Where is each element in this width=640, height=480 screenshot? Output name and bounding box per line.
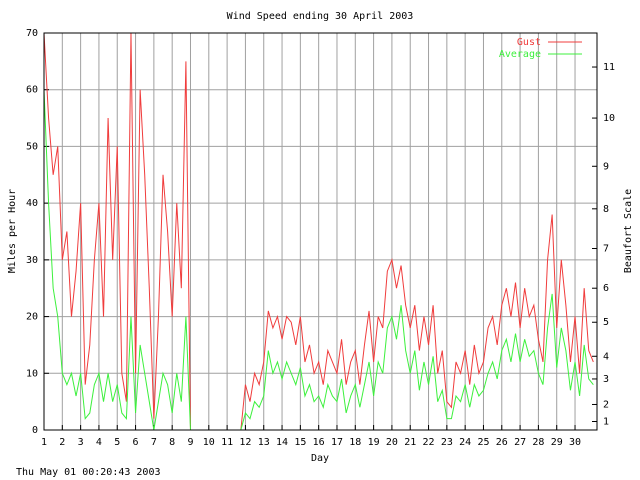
y-tick-label: 70: [26, 28, 38, 39]
x-tick-label: 9: [187, 437, 193, 448]
y2-tick-label: 1: [603, 416, 609, 427]
y-axis-label: Miles per Hour: [7, 189, 18, 273]
x-tick-label: 18: [349, 437, 361, 448]
series-line: [43, 32, 594, 431]
x-tick-label: 17: [331, 437, 343, 448]
y2-tick-label: 8: [603, 204, 609, 215]
x-tick-label: 28: [532, 437, 544, 448]
series-line: [43, 89, 594, 431]
y2-tick-label: 5: [603, 317, 609, 328]
x-tick-label: 25: [477, 437, 489, 448]
x-tick-label: 13: [258, 437, 270, 448]
x-tick-label: 12: [239, 437, 251, 448]
y-tick-label: 50: [26, 141, 38, 152]
x-tick-label: 26: [496, 437, 508, 448]
y2-tick-label: 9: [603, 161, 609, 172]
y2-tick-label: 10: [603, 113, 615, 124]
x-tick-label: 1: [41, 437, 47, 448]
y2-tick-label: 4: [603, 351, 609, 362]
legend-label: Average: [499, 49, 541, 60]
x-tick-label: 24: [459, 437, 471, 448]
x-tick-label: 2: [59, 437, 65, 448]
y-tick-label: 40: [26, 198, 38, 209]
y-tick-label: 10: [26, 368, 38, 379]
x-tick-label: 7: [151, 437, 157, 448]
y-tick-label: 20: [26, 312, 38, 323]
x-tick-label: 27: [514, 437, 526, 448]
chart-title: Wind Speed ending 30 April 2003: [227, 11, 414, 22]
plot-frame: [43, 32, 598, 431]
y2-tick-label: 6: [603, 283, 609, 294]
x-tick-label: 3: [78, 437, 84, 448]
x-tick-label: 10: [203, 437, 215, 448]
x-tick-label: 15: [294, 437, 306, 448]
y-tick-label: 30: [26, 255, 38, 266]
x-tick-label: 11: [221, 437, 233, 448]
x-tick-label: 20: [386, 437, 398, 448]
x-tick-label: 22: [423, 437, 435, 448]
x-tick-label: 29: [551, 437, 563, 448]
y2-axis-label: Beaufort Scale: [623, 189, 634, 273]
y-tick-label: 60: [26, 85, 38, 96]
footer: Thu May 01 00:20:43 2003: [16, 467, 161, 478]
x-tick-label: 6: [133, 437, 139, 448]
x-axis-label: Day: [311, 453, 329, 464]
x-tick-label: 8: [169, 437, 175, 448]
x-tick-label: 4: [96, 437, 102, 448]
y2-tick-label: 7: [603, 244, 609, 255]
x-tick-label: 19: [368, 437, 380, 448]
x-tick-label: 21: [404, 437, 416, 448]
y2-tick-label: 3: [603, 374, 609, 385]
y-tick-label: 0: [32, 425, 38, 436]
x-tick-label: 30: [569, 437, 581, 448]
x-tick-label: 23: [441, 437, 453, 448]
x-tick-label: 5: [114, 437, 120, 448]
x-tick-label: 16: [313, 437, 325, 448]
legend-label: Gust: [517, 37, 541, 48]
y2-tick-label: 2: [603, 399, 609, 410]
x-tick-label: 14: [276, 437, 288, 448]
y2-tick-label: 11: [603, 62, 615, 73]
